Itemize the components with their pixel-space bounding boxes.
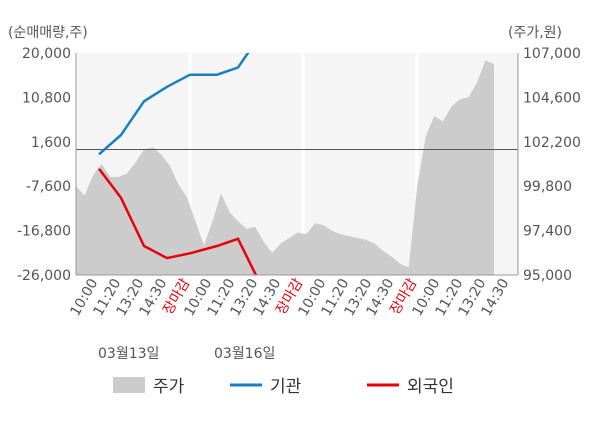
right-tick-label: 97,400: [523, 224, 572, 240]
legend-label-price: 주가: [153, 377, 185, 397]
left-tick-label: 10,800: [22, 90, 71, 106]
left-axis-unit-label: (순매매량,주): [8, 25, 88, 41]
session-separator: [415, 53, 419, 275]
right-tick-label: 107,000: [523, 46, 581, 62]
left-tick-label: -16,800: [17, 224, 71, 240]
right-tick-label: 104,600: [523, 90, 581, 106]
legend-swatch-price: [113, 377, 145, 393]
series-institution-line: [98, 53, 250, 156]
right-axis-unit-label: (주가,원): [508, 25, 562, 41]
left-tick-label: -7,600: [26, 179, 71, 195]
legend: 주가 기관 외국인: [113, 377, 454, 397]
legend-label-foreign: 외국인: [407, 377, 454, 397]
right-tick-label: 99,800: [523, 179, 572, 195]
session-separator: [301, 53, 305, 275]
date-label-1: 03월13일: [98, 346, 159, 362]
date-label-2: 03월16일: [214, 346, 275, 362]
right-tick-label: 95,000: [523, 268, 572, 284]
series-price-area: [76, 60, 494, 276]
series-foreign-line: [98, 168, 258, 275]
left-tick-label: 20,000: [22, 46, 71, 62]
left-tick-label: -26,000: [17, 268, 71, 284]
session-separator: [188, 53, 192, 275]
right-tick-label: 102,200: [523, 135, 581, 151]
legend-label-institution: 기관: [270, 377, 301, 397]
left-tick-label: 1,600: [31, 135, 71, 151]
